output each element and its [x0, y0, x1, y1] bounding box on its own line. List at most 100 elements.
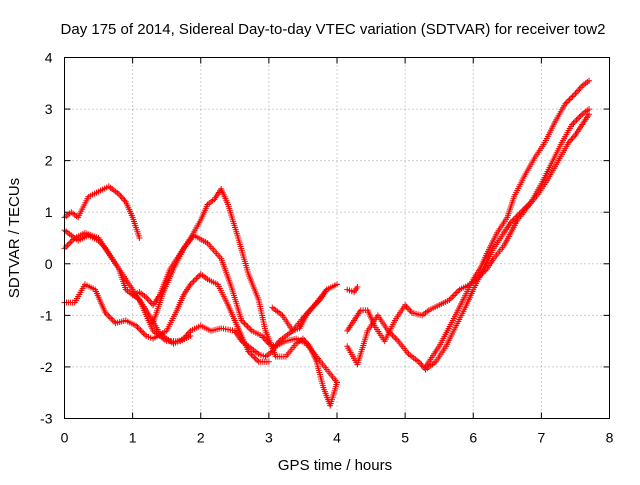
data-point [111, 318, 118, 325]
data-point [562, 100, 569, 107]
data-point [568, 95, 575, 102]
data-point [449, 293, 456, 300]
data-point [334, 281, 340, 288]
data-point [450, 292, 457, 299]
data-point [67, 239, 74, 246]
data-point [525, 201, 532, 208]
x-tick-label: 2 [197, 430, 205, 446]
data-point [569, 134, 576, 141]
data-point [568, 136, 575, 143]
data-point [576, 114, 583, 121]
data-point [455, 288, 462, 295]
data-point [392, 335, 399, 342]
y-tick-label: 2 [45, 153, 53, 169]
data-point [65, 240, 72, 247]
mark-layer [61, 77, 593, 409]
data-point [406, 306, 413, 313]
data-point [447, 295, 454, 302]
tick-layer: 0 1 2 3 4 5 6 7 8 -3 -2 -1 0 1 2 3 4 [40, 50, 614, 446]
x-tick-label: 3 [265, 430, 273, 446]
data-point [509, 218, 516, 225]
data-point [103, 311, 110, 318]
y-tick-label: -2 [40, 359, 53, 375]
series-track-11 [422, 77, 593, 370]
x-tick-label: 7 [537, 430, 545, 446]
series-track-10 [344, 106, 593, 373]
data-point [188, 279, 195, 286]
data-point [577, 112, 584, 119]
series-track-2 [61, 229, 194, 345]
data-point [513, 213, 520, 220]
data-point [133, 322, 140, 329]
data-point [563, 99, 570, 106]
data-point [254, 357, 261, 364]
data-point [510, 216, 517, 223]
data-point [102, 309, 109, 316]
data-point [108, 315, 115, 322]
data-point [243, 321, 250, 328]
x-tick-label: 6 [469, 430, 477, 446]
data-point [247, 326, 254, 333]
data-point [62, 243, 69, 250]
data-point [137, 327, 144, 334]
data-point [136, 235, 143, 241]
data-point [586, 77, 593, 84]
x-tick-label: 1 [129, 430, 137, 446]
data-point [120, 195, 127, 202]
data-point [512, 215, 519, 222]
data-point [141, 331, 148, 338]
y-tick-label: -3 [40, 411, 53, 427]
data-point [240, 318, 247, 325]
data-point [576, 85, 583, 92]
plot-frame [64, 57, 610, 419]
data-point [249, 352, 256, 359]
data-point [140, 330, 147, 337]
data-point [105, 312, 112, 319]
y-tick-label: 0 [45, 256, 53, 272]
data-point [118, 194, 125, 201]
data-point [190, 278, 197, 285]
x-axis-label: GPS time / hours [278, 457, 392, 474]
data-point [566, 96, 573, 103]
data-point [245, 324, 252, 331]
data-point [386, 329, 393, 336]
x-tick-label: 0 [61, 430, 69, 446]
data-point [245, 348, 252, 355]
data-point [390, 333, 397, 340]
grid-layer [64, 57, 610, 419]
data-point [570, 120, 577, 127]
data-point [572, 90, 579, 97]
data-point [571, 118, 578, 125]
data-point [246, 349, 253, 356]
data-point [453, 289, 460, 296]
y-tick-label: 1 [45, 204, 53, 220]
data-point [569, 121, 576, 128]
y-tick-label: -1 [40, 307, 53, 323]
x-tick-label: 8 [606, 430, 614, 446]
data-point [516, 210, 523, 217]
x-tick-label: 4 [333, 430, 341, 446]
data-point [517, 209, 524, 216]
data-point [144, 295, 151, 302]
y-axis-label: SDTVAR / TECUs [6, 178, 23, 298]
data-point [574, 115, 581, 122]
data-point [586, 106, 593, 113]
series-track-8 [344, 283, 361, 296]
data-point [452, 290, 459, 297]
data-point [520, 206, 527, 213]
data-point [577, 84, 584, 91]
data-point [134, 324, 141, 331]
data-point [265, 358, 272, 365]
data-point [388, 330, 395, 337]
y-tick-label: 3 [45, 101, 53, 117]
data-point [238, 317, 245, 324]
data-point [575, 87, 582, 94]
series-track-1 [61, 183, 143, 241]
y-tick-label: 4 [45, 50, 53, 66]
data-point [523, 203, 530, 210]
data-point [145, 297, 152, 304]
data-point [252, 355, 259, 362]
data-point [193, 275, 200, 282]
data-point [194, 274, 201, 281]
